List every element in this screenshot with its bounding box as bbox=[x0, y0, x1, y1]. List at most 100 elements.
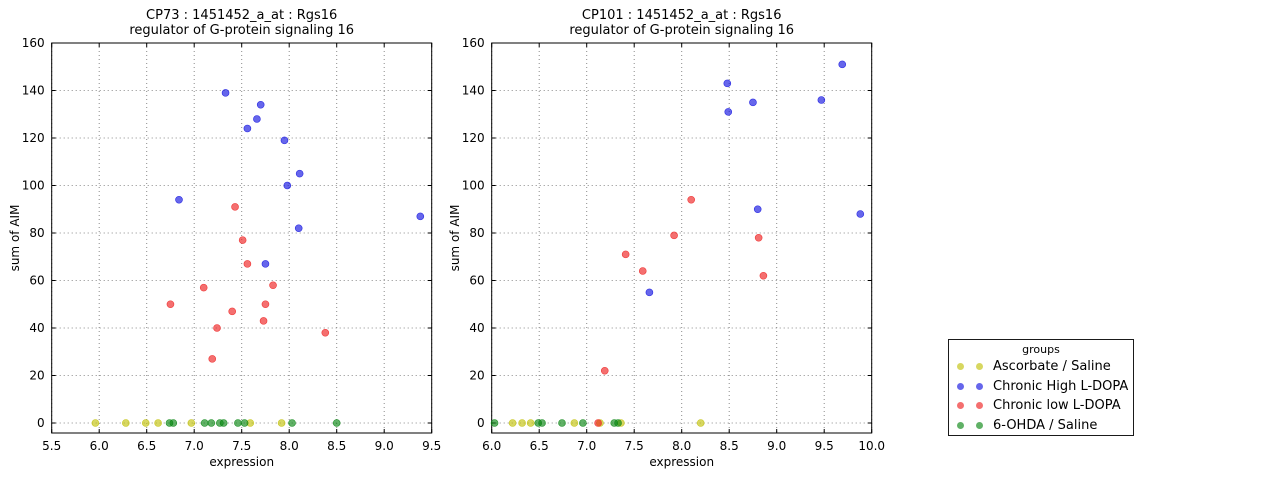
y-tick-label: 40 bbox=[29, 321, 44, 335]
data-point bbox=[243, 260, 252, 268]
data-point bbox=[838, 60, 847, 69]
legend-entry-label: Chronic High L-DOPA bbox=[993, 378, 1129, 394]
x-tick-label: 8.5 bbox=[327, 439, 346, 453]
legend-entry: 6-OHDA / Saline bbox=[949, 416, 1133, 436]
data-point bbox=[154, 419, 162, 427]
data-point bbox=[645, 288, 654, 297]
plot-frame bbox=[491, 42, 873, 434]
data-point bbox=[280, 136, 289, 145]
x-tick-label: 7.0 bbox=[185, 439, 204, 453]
legend-entry: Chronic High L-DOPA bbox=[949, 377, 1133, 397]
data-point bbox=[261, 260, 270, 268]
data-point bbox=[594, 419, 602, 427]
x-tick-label: 8.0 bbox=[672, 439, 691, 453]
y-axis-label: sum of AIM bbox=[8, 205, 22, 272]
data-point bbox=[570, 419, 579, 427]
plot-title-line1: CP101 : 1451452_a_at : Rgs16 bbox=[582, 8, 782, 23]
data-point bbox=[295, 169, 304, 178]
legend-box: groups Ascorbate / Saline Chronic High L-… bbox=[948, 339, 1134, 436]
x-tick-label: 6.0 bbox=[482, 439, 501, 453]
y-tick-label: 0 bbox=[477, 416, 485, 430]
data-point bbox=[207, 419, 216, 427]
y-axis-label: sum of AIM bbox=[448, 205, 462, 272]
data-point bbox=[141, 419, 150, 427]
legend-entry: Chronic low L-DOPA bbox=[949, 396, 1133, 416]
y-tick-label: 100 bbox=[22, 179, 45, 193]
data-point bbox=[283, 181, 292, 190]
data-point bbox=[614, 419, 622, 427]
data-point bbox=[253, 115, 261, 123]
x-tick-label: 7.5 bbox=[232, 439, 251, 453]
x-tick-label: 9.0 bbox=[375, 439, 394, 453]
y-tick-label: 140 bbox=[22, 84, 45, 98]
data-point bbox=[321, 328, 330, 337]
data-point bbox=[221, 89, 230, 97]
legend-entries: Ascorbate / Saline Chronic High L-DOPA Chr… bbox=[949, 357, 1133, 435]
y-tick-label: 20 bbox=[469, 369, 484, 383]
y-tick-label: 40 bbox=[469, 321, 484, 335]
y-tick-label: 60 bbox=[469, 274, 484, 288]
x-tick-label: 7.0 bbox=[577, 439, 596, 453]
data-point bbox=[621, 250, 630, 259]
legend-entry: Ascorbate / Saline bbox=[949, 357, 1133, 377]
data-point bbox=[696, 419, 705, 427]
plot-title-line1: CP73 : 1451452_a_at : Rgs16 bbox=[146, 8, 337, 23]
data-point bbox=[856, 210, 865, 218]
data-point bbox=[538, 419, 546, 427]
x-tick-label: 8.0 bbox=[280, 439, 299, 453]
data-point bbox=[749, 98, 757, 107]
data-point bbox=[558, 419, 566, 427]
data-point bbox=[723, 79, 732, 88]
legend-marker-icon bbox=[957, 382, 964, 390]
data-point bbox=[600, 366, 609, 375]
data-point bbox=[269, 281, 277, 290]
legend-entry-label: Chronic low L-DOPA bbox=[993, 398, 1121, 414]
y-tick-label: 120 bbox=[22, 131, 45, 145]
y-tick-label: 160 bbox=[462, 36, 485, 50]
data-point bbox=[294, 224, 303, 233]
y-tick-label: 80 bbox=[29, 226, 44, 240]
data-point bbox=[759, 271, 768, 280]
data-point bbox=[817, 96, 826, 104]
data-point bbox=[256, 100, 265, 109]
legend-marker-icon bbox=[976, 422, 983, 430]
y-tick-label: 0 bbox=[37, 416, 45, 430]
y-tick-label: 80 bbox=[469, 226, 484, 240]
x-tick-label: 6.5 bbox=[137, 439, 156, 453]
data-point bbox=[169, 419, 178, 427]
data-point bbox=[234, 419, 242, 427]
x-tick-label: 8.5 bbox=[720, 439, 739, 453]
x-tick-label: 9.0 bbox=[767, 439, 786, 453]
data-point bbox=[724, 108, 733, 116]
data-point bbox=[228, 307, 236, 316]
data-point bbox=[332, 419, 341, 427]
legend-marker-icon bbox=[957, 402, 964, 410]
data-point bbox=[231, 203, 239, 211]
x-tick-label: 7.5 bbox=[625, 439, 644, 453]
x-tick-label: 9.5 bbox=[815, 439, 834, 453]
data-point bbox=[122, 419, 130, 427]
data-point bbox=[238, 236, 247, 244]
x-tick-label: 5.5 bbox=[42, 439, 61, 453]
data-point bbox=[91, 419, 100, 427]
data-point bbox=[240, 419, 249, 427]
legend-entry-label: 6-OHDA / Saline bbox=[993, 418, 1098, 434]
data-point bbox=[219, 419, 228, 427]
y-tick-label: 160 bbox=[22, 36, 45, 50]
data-point bbox=[416, 212, 425, 221]
legend-marker-icon bbox=[976, 382, 983, 390]
legend-marker-icon bbox=[976, 363, 983, 371]
x-tick-label: 6.5 bbox=[530, 439, 549, 453]
legend-entry-label: Ascorbate / Saline bbox=[993, 359, 1111, 375]
data-point bbox=[518, 419, 526, 427]
data-point bbox=[638, 267, 647, 275]
data-point bbox=[259, 317, 268, 325]
legend-marker-icon bbox=[957, 422, 964, 430]
x-axis-label: expression bbox=[649, 455, 714, 469]
data-point bbox=[508, 419, 517, 427]
plot-title-line2: regulator of G-protein signaling 16 bbox=[129, 23, 354, 38]
data-point bbox=[261, 300, 270, 309]
y-tick-label: 120 bbox=[462, 131, 485, 145]
